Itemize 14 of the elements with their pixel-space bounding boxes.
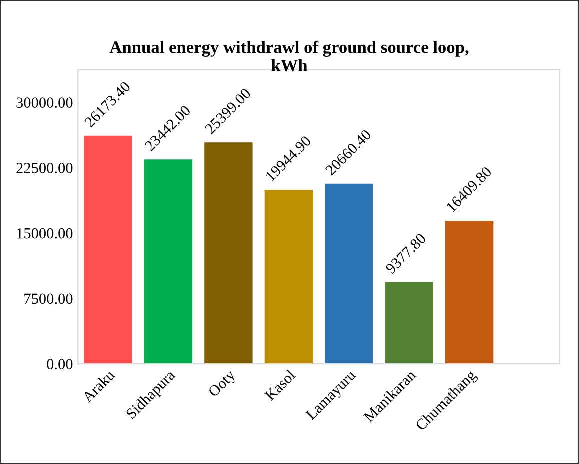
y-tick-label: 22500.00 xyxy=(16,163,73,174)
x-tick-label: Ooty xyxy=(208,369,238,400)
bar xyxy=(264,190,314,364)
chart-title: Annual energy withdrawl of ground source loop, kWh xyxy=(110,40,469,72)
y-tick-label: 15000.00 xyxy=(17,228,73,239)
bar xyxy=(84,136,132,364)
bar xyxy=(144,160,193,364)
bar xyxy=(385,282,434,364)
bar xyxy=(445,220,494,364)
bar xyxy=(325,184,374,364)
bar xyxy=(204,142,253,364)
y-tick-label: 7500.00 xyxy=(24,294,73,304)
y-tick-label: 0.00 xyxy=(47,359,73,370)
y-tick-label: 30000.00 xyxy=(16,98,73,108)
